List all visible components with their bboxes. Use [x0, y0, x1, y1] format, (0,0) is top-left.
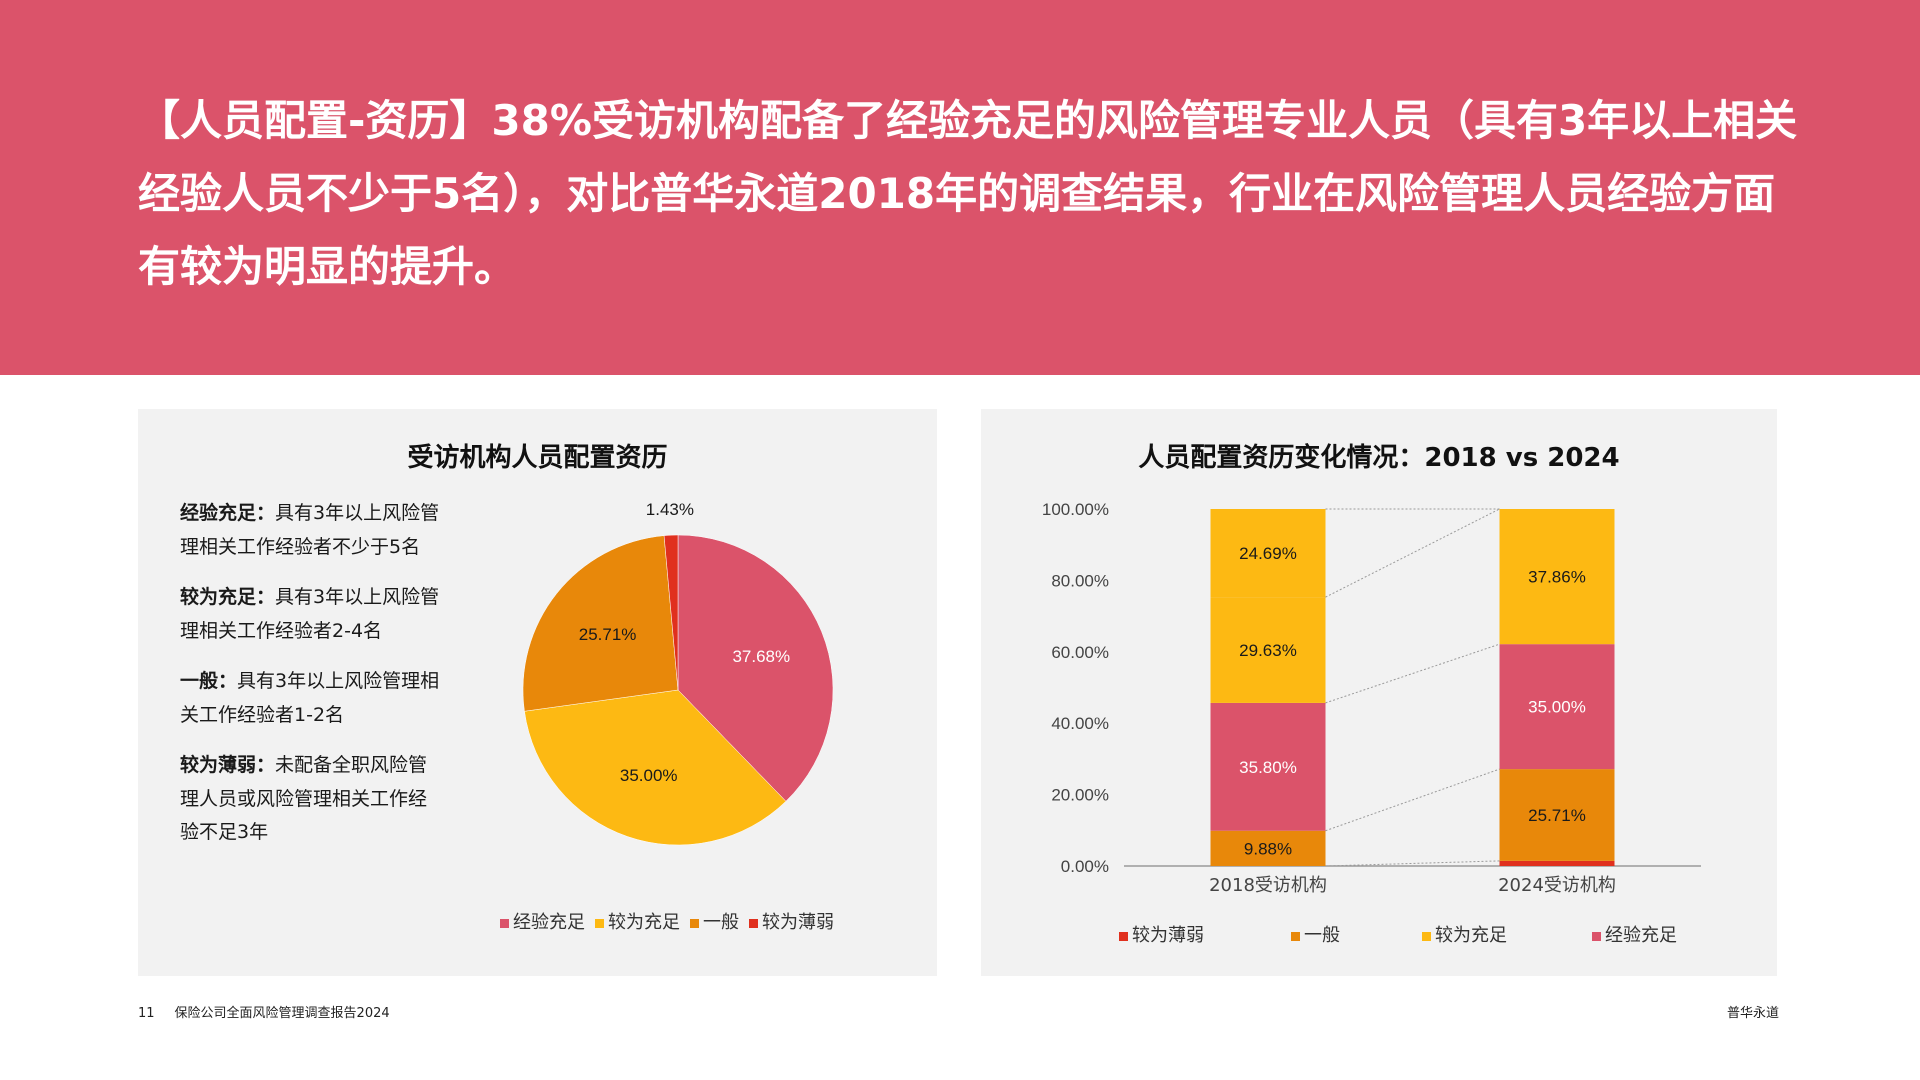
definition-desc: 具有3年以上风险管理相关工作经验者1-2名	[180, 670, 440, 726]
legend-label: 经验充足	[513, 912, 585, 933]
legend-swatch	[1291, 932, 1300, 941]
legend-swatch	[1119, 932, 1128, 941]
series-connector-line	[1325, 860, 1500, 867]
legend-swatch	[1592, 932, 1601, 941]
bar-data-label: 37.86%	[1528, 568, 1586, 587]
pie-slice	[524, 689, 787, 846]
bar-segment	[1210, 830, 1326, 866]
legend-swatch	[595, 919, 604, 928]
pie-data-label: 35.00%	[620, 766, 678, 785]
legend-label: 较为充足	[608, 912, 680, 933]
legend-swatch	[690, 919, 699, 928]
y-tick-label: 20.00%	[1051, 786, 1109, 805]
definition-term: 一般：	[180, 670, 238, 692]
bar-segment	[1499, 860, 1615, 866]
footer-brand: 普华永道	[1726, 1006, 1779, 1021]
pie-data-label: 25.71%	[579, 625, 637, 644]
definition-item: 较为充足：具有3年以上风险管理相关工作经验者2-4名	[180, 581, 442, 648]
legend-label: 一般	[703, 912, 739, 933]
pie-chart-panel: 受访机构人员配置资历 经验充足：具有3年以上风险管理相关工作经验者不少于5名 较…	[138, 409, 937, 976]
bar-data-label: 25.71%	[1528, 806, 1586, 825]
pie-data-label: 1.43%	[646, 500, 694, 519]
bar-segment	[1210, 597, 1326, 703]
footer-left: 11 保险公司全面风险管理调查报告2024	[138, 1002, 390, 1021]
legend-label: 一般	[1304, 925, 1340, 946]
series-connector-line	[1325, 508, 1500, 598]
legend-label: 较为薄弱	[762, 912, 834, 933]
pie-data-label: 37.68%	[732, 647, 790, 666]
y-tick-label: 40.00%	[1051, 714, 1109, 733]
definition-term: 较为薄弱：	[180, 754, 276, 776]
bar-data-label: 24.69%	[1239, 544, 1297, 563]
definition-desc: 未配备全职风险管理人员或风险管理相关工作经验不足3年	[180, 754, 428, 843]
pie-chart-title: 受访机构人员配置资历	[407, 443, 668, 473]
definition-desc: 具有3年以上风险管理相关工作经验者2-4名	[180, 586, 440, 642]
bar-segment	[1210, 509, 1326, 598]
pie-slice	[663, 534, 679, 691]
bar-data-label: 35.80%	[1239, 758, 1297, 777]
legend-label: 较为薄弱	[1132, 925, 1204, 946]
headline: 【人员配置-资历】38%受访机构配备了经验充足的风险管理专业人员（具有3年以上相…	[138, 96, 1798, 291]
pie-slice	[522, 535, 679, 712]
page-number: 11	[138, 1006, 155, 1021]
definition-desc: 具有3年以上风险管理相关工作经验者不少于5名	[180, 502, 440, 558]
bar-data-label: 9.88%	[1244, 839, 1292, 858]
x-category-label: 2018受访机构	[1209, 875, 1327, 896]
series-connector-line	[1325, 643, 1500, 704]
pie-slice	[677, 534, 834, 802]
legend-label: 经验充足	[1605, 925, 1677, 946]
bar-segment	[1499, 509, 1615, 645]
legend-swatch	[500, 919, 509, 928]
definition-item: 较为薄弱：未配备全职风险管理人员或风险管理相关工作经验不足3年	[180, 749, 442, 850]
stacked-bar-panel: 人员配置资历变化情况：2018 vs 2024 0.00% 20.00% 40.00…	[981, 409, 1777, 976]
stacked-bar-chart: 0.00% 20.00% 40.00% 60.00% 80.00% 100.00% 9.88…	[1042, 500, 1701, 946]
header-banner: 【人员配置-资历】38%受访机构配备了经验充足的风险管理专业人员（具有3年以上相…	[0, 0, 1920, 375]
series-connector-line	[1325, 768, 1500, 832]
bar-segment	[1499, 769, 1615, 861]
legend-label: 较为充足	[1435, 925, 1507, 946]
bar-data-label: 35.00%	[1528, 698, 1586, 717]
report-title: 保险公司全面风险管理调查报告2024	[174, 1006, 390, 1021]
definitions-list: 经验充足：具有3年以上风险管理相关工作经验者不少于5名 较为充足：具有3年以上风…	[180, 497, 442, 867]
legend-swatch	[749, 919, 758, 928]
definition-term: 经验充足：	[180, 502, 276, 524]
y-tick-label: 100.00%	[1042, 500, 1109, 519]
bar-segment	[1499, 644, 1615, 770]
legend-swatch	[1422, 932, 1431, 941]
definition-item: 经验充足：具有3年以上风险管理相关工作经验者不少于5名	[180, 497, 442, 564]
y-tick-label: 80.00%	[1051, 571, 1109, 590]
y-tick-label: 0.00%	[1061, 857, 1109, 876]
bar-data-label: 29.63%	[1239, 641, 1297, 660]
definition-term: 较为充足：	[180, 586, 276, 608]
bar-chart-title: 人员配置资历变化情况：2018 vs 2024	[1138, 443, 1620, 473]
y-tick-label: 60.00%	[1051, 643, 1109, 662]
definition-item: 一般：具有3年以上风险管理相关工作经验者1-2名	[180, 665, 442, 732]
pie-chart: 37.68% 35.00% 25.71% 1.43% 经验充足 较为充足 一般 较为薄弱	[500, 500, 834, 933]
bar-segment	[1210, 702, 1326, 831]
x-category-label: 2024受访机构	[1498, 875, 1616, 896]
